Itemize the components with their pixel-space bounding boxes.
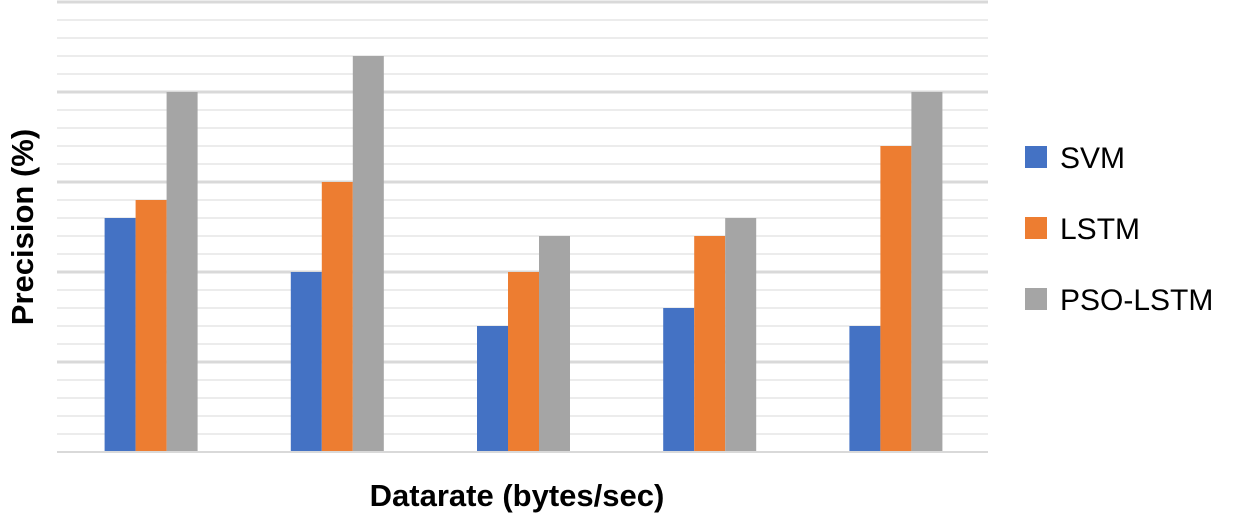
- x-axis-title: Datarate (bytes/sec): [370, 478, 665, 513]
- bar-svm-1: [104, 218, 136, 452]
- bar-lstm-3: [508, 272, 539, 452]
- legend-swatch-lstm: [1025, 217, 1047, 239]
- bars: [104, 56, 943, 452]
- legend-swatch-svm: [1025, 146, 1047, 168]
- legend-label-lstm: LSTM: [1060, 213, 1140, 246]
- bar-pso-lstm-4: [725, 218, 757, 452]
- legend-label-pso-lstm: PSO-LSTM: [1060, 284, 1213, 317]
- legend-swatch-pso-lstm: [1025, 288, 1047, 310]
- bar-pso-lstm-5: [911, 92, 943, 452]
- bar-svm-4: [663, 308, 695, 452]
- y-axis-title: Precision (%): [5, 129, 40, 325]
- gridlines: [57, 0, 988, 435]
- bar-lstm-5: [880, 146, 912, 452]
- bar-lstm-1: [135, 200, 167, 452]
- legend: SVM LSTM PSO-LSTM: [1025, 142, 1213, 317]
- legend-label-svm: SVM: [1060, 142, 1125, 175]
- bar-pso-lstm-2: [352, 56, 384, 452]
- bar-svm-2: [290, 272, 322, 452]
- bar-pso-lstm-3: [539, 236, 570, 452]
- bar-svm-5: [849, 326, 881, 452]
- bar-pso-lstm-1: [166, 92, 198, 452]
- bar-svm-3: [477, 326, 508, 452]
- bar-lstm-4: [694, 236, 726, 452]
- bar-lstm-2: [321, 182, 353, 452]
